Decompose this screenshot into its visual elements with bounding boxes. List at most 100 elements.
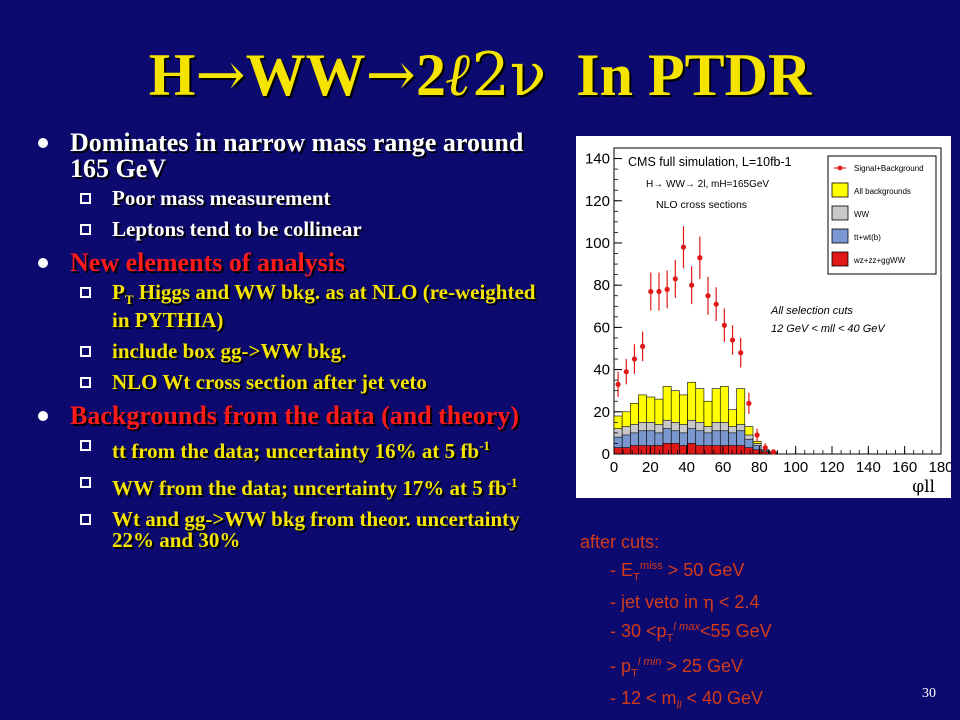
legend-marker — [837, 165, 843, 171]
legend-label: WW — [854, 210, 870, 219]
cuts-header: after cuts: — [580, 532, 660, 552]
x-tick-label: 0 — [610, 459, 618, 476]
data-point — [754, 432, 760, 438]
cut-text: - jet veto in — [610, 591, 704, 612]
data-point — [762, 445, 768, 451]
superscript: -1 — [506, 475, 518, 491]
arrow-icon: → — [195, 40, 246, 110]
chart-annotation: All selection cuts — [770, 305, 853, 317]
cut-pt-max: - 30 <pTl max<55 GeV — [580, 615, 920, 651]
legend-swatch — [831, 182, 849, 198]
histogram-bar — [654, 445, 664, 455]
checkbox-bullet-icon — [80, 346, 91, 358]
title-two: 2 — [415, 42, 446, 108]
histogram-bar — [687, 443, 697, 455]
x-tick-label: 40 — [678, 459, 695, 476]
histogram-bar — [670, 443, 680, 455]
subbullet-3-1: tt from the data; uncertainty 16% at 5 f… — [80, 435, 558, 462]
y-tick-label: 80 — [593, 277, 610, 294]
subbullet-text: Leptons tend to be collinear — [112, 217, 362, 241]
data-point — [664, 286, 670, 292]
eta-symbol: η — [703, 591, 714, 613]
bullet-2: New elements of analysis — [38, 250, 558, 276]
cut-text: <55 GeV — [700, 620, 772, 641]
data-point — [738, 350, 744, 356]
title-ww: WW — [245, 42, 366, 108]
chart-annotation: NLO cross sections — [656, 199, 747, 211]
cut-text: - p — [610, 656, 632, 677]
subbullet-3-3: Wt and gg->WW bkg from theor. uncertaint… — [80, 509, 558, 551]
y-tick-label: 100 — [585, 235, 610, 252]
data-point — [689, 282, 695, 288]
checkbox-bullet-icon — [80, 440, 91, 452]
subscript: T — [666, 632, 674, 645]
subbullet-text: NLO Wt cross section after jet veto — [112, 370, 427, 395]
histogram-chart: 0 20 40 60 80 100 120 140 160 180 0 20 40 60 80 100 120 1… — [585, 147, 954, 497]
data-point — [713, 301, 719, 307]
histogram-panel: 0 20 40 60 80 100 120 140 160 180 0 20 40 60 80 100 120 1… — [576, 136, 954, 498]
cut-met: - ETmiss > 50 GeV — [580, 554, 920, 590]
histogram-bar — [711, 445, 721, 455]
x-tick-label: 180 — [928, 459, 951, 476]
bullet-list: Dominates in narrow mass range around 16… — [38, 130, 558, 561]
x-tick-label: 140 — [856, 459, 881, 476]
page-number: 30 — [922, 686, 936, 701]
cut-text: - E — [610, 560, 634, 580]
cut-text: > 50 GeV — [662, 560, 745, 580]
bullet-dot-icon — [38, 411, 48, 422]
data-point — [721, 322, 727, 328]
chart-annotation: H→ WW→ 2l, mH=165GeV — [646, 179, 769, 190]
data-point — [615, 381, 621, 387]
x-axis-label: φll — [912, 477, 935, 497]
x-tick-label: 60 — [715, 459, 732, 476]
subbullet-text: Wt and gg->WW bkg from theor. uncertaint… — [112, 507, 520, 553]
legend-label: tt+wt(b) — [854, 233, 881, 242]
title-nu: 2ν — [471, 40, 547, 110]
checkbox-bullet-icon — [80, 514, 91, 526]
cut-mll: - 12 < mll < 40 GeV — [580, 686, 920, 718]
superscript: l max — [673, 620, 701, 633]
legend-label: wz+zz+ggWW — [853, 256, 906, 265]
checkbox-bullet-icon — [80, 477, 91, 489]
x-tick-label: 120 — [819, 459, 844, 476]
y-tick-label: 140 — [585, 151, 610, 168]
checkbox-bullet-icon — [80, 193, 91, 204]
histogram-bar — [695, 445, 705, 455]
subscript: T — [124, 292, 134, 308]
cuts-box: after cuts: - ETmiss > 50 GeV - jet veto… — [580, 530, 920, 717]
subbullet-text: P — [112, 280, 125, 304]
bullet-3-text: Backgrounds from the data (and theory) — [70, 401, 520, 431]
histogram-bar — [638, 445, 648, 455]
subbullet-text: include box gg->WW bkg. — [112, 339, 347, 364]
data-point — [656, 288, 662, 295]
bullet-2-text: New elements of analysis — [70, 248, 346, 277]
legend-swatch — [831, 228, 849, 244]
histogram-bar — [728, 445, 737, 455]
data-point — [672, 276, 678, 282]
subbullet-text: Poor mass measurement — [112, 186, 331, 210]
checkbox-bullet-icon — [80, 224, 91, 235]
legend-swatch — [831, 205, 849, 221]
cut-jet-veto: - jet veto in η < 2.4 — [580, 590, 920, 615]
legend-label: Signal+Background — [854, 164, 924, 173]
histogram-bar — [736, 445, 746, 455]
subbullet-2-3: NLO Wt cross section after jet veto — [80, 372, 558, 393]
checkbox-bullet-icon — [80, 287, 91, 298]
subbullet-2-2: include box gg->WW bkg. — [80, 341, 558, 362]
subscript: T — [633, 571, 640, 584]
subbullet-2-1: PT Higgs and WW bkg. as at NLO (re-weigh… — [80, 280, 558, 333]
subbullet-1-1: Poor mass measurement — [80, 188, 558, 209]
data-point — [697, 255, 703, 261]
bullet-dot-icon — [38, 138, 48, 148]
data-point — [648, 288, 654, 295]
title-rest: In PTDR — [546, 42, 812, 108]
x-tick-label: 80 — [751, 459, 768, 476]
x-tick-label: 160 — [892, 459, 917, 476]
histogram-bar — [630, 445, 639, 455]
cut-text: - 12 < m — [610, 687, 677, 708]
histogram-bar — [662, 443, 672, 455]
y-tick-label: 0 — [602, 446, 610, 463]
bullet-3: Backgrounds from the data (and theory) — [38, 403, 558, 429]
checkbox-bullet-icon — [80, 377, 91, 389]
subbullet-text: Higgs and WW bkg. as at NLO (re-weighted… — [112, 280, 536, 333]
